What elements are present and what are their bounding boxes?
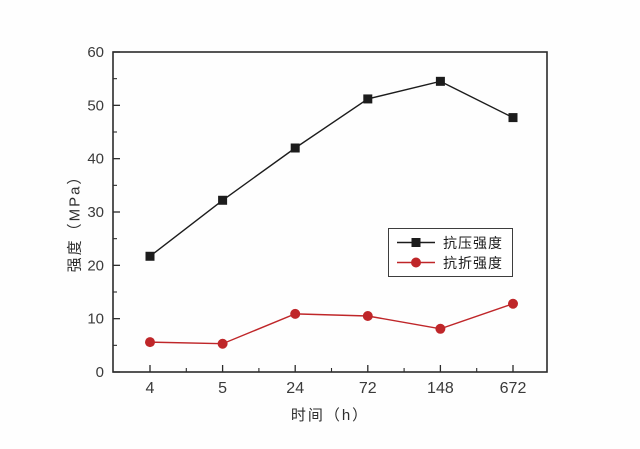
y-tick-label: 20 [87,257,104,274]
legend-marker-square-icon [397,238,435,247]
plot-frame [112,51,548,373]
legend: 抗压强度 抗折强度 [388,228,513,277]
series-0-point-5 [508,113,518,123]
y-axis-title: 强度（MPa） [66,167,84,273]
y-tick-label: 60 [87,44,104,61]
x-tick-label: 4 [146,380,155,397]
series-0-point-2 [290,143,300,153]
legend-item-flexural: 抗折强度 [396,254,503,271]
x-tick-label: 672 [500,380,527,397]
x-tick-label: 72 [359,380,377,397]
y-tick-label: 10 [87,311,104,328]
series-0-point-4 [435,76,445,86]
x-tick-label: 24 [286,380,304,397]
y-tick-label: 50 [87,97,104,114]
series-0-point-3 [363,94,373,104]
legend-label-compressive: 抗压强度 [443,234,503,251]
x-tick-label: 5 [218,380,227,397]
series-0-point-0 [145,251,155,261]
series-1-point-5 [508,298,518,309]
legend-item-compressive: 抗压强度 [396,234,503,251]
series-0-point-1 [218,195,228,205]
series-1-point-3 [362,311,373,321]
series-1-point-1 [217,338,228,349]
series-1-point-2 [290,308,301,319]
legend-marker-circle-icon [397,257,435,268]
series-1-point-4 [435,323,446,334]
series-0-line [149,80,514,257]
y-tick-label: 0 [96,364,104,381]
legend-label-flexural: 抗折强度 [443,254,503,271]
y-tick-label: 30 [87,204,104,221]
y-tick-label: 40 [87,151,104,168]
series-1-point-0 [145,337,155,348]
x-axis-title: 时间（h） [290,407,370,424]
x-tick-label: 148 [427,380,454,397]
series-1-line [149,303,514,345]
